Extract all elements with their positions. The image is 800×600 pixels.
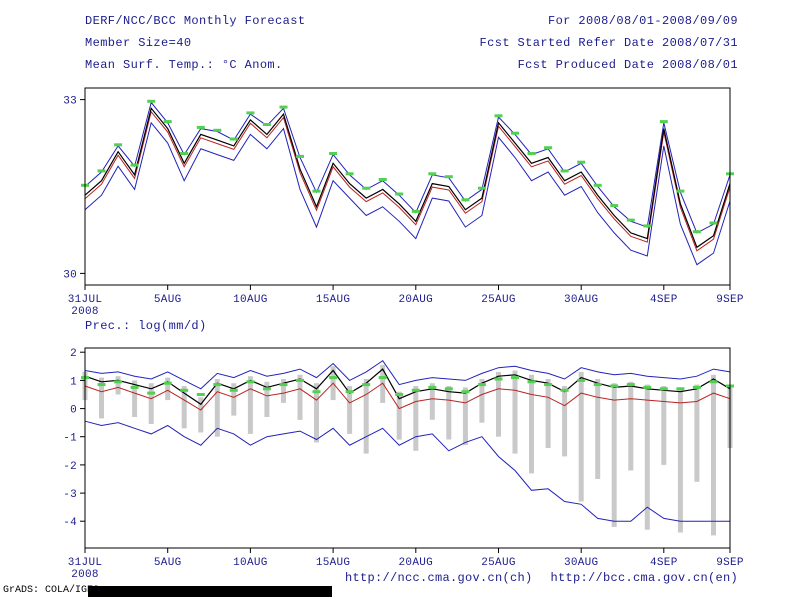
- spread-bar: [628, 381, 634, 471]
- spread-bar: [115, 376, 121, 395]
- spread-bar: [694, 384, 700, 482]
- spread-bar: [578, 371, 584, 502]
- x-tick-label: 31JUL: [68, 557, 103, 569]
- spread-bar: [231, 383, 237, 416]
- spread-bar: [99, 377, 104, 419]
- ncc-url: http://ncc.cma.gov.cn(ch): [344, 571, 533, 585]
- spread-bar: [165, 377, 171, 401]
- x-tick-label: 20AUG: [399, 294, 434, 306]
- spread-bar: [396, 391, 402, 440]
- spread-bar: [479, 379, 485, 423]
- x-tick-label: 31JUL: [68, 294, 103, 306]
- footer-black-bar: [88, 586, 332, 597]
- x-tick-label: 4SEP: [650, 294, 678, 306]
- header-left: DERF/NCC/BCC Monthly Forecast Member Siz…: [85, 10, 305, 76]
- spread-bar: [198, 397, 204, 433]
- x-tick-label: 4SEP: [650, 557, 678, 569]
- spread-bar: [611, 383, 617, 527]
- x-tick-label: 25AUG: [481, 294, 516, 306]
- x-year-label: 2008: [71, 569, 99, 581]
- spread-bar: [132, 380, 138, 417]
- y-tick-label: -4: [63, 517, 77, 529]
- temp-chart-title: Mean Surf. Temp.: °C Anom.: [85, 58, 283, 72]
- fcst-start-date-label: Fcst Started Refer Date 2008/07/31: [479, 36, 738, 50]
- spread-bar: [297, 374, 303, 420]
- plot-box: [84, 87, 731, 286]
- y-tick-label: 1: [70, 376, 77, 388]
- spread-bar: [264, 381, 270, 417]
- spread-bar: [529, 374, 534, 474]
- x-tick-label: 15AUG: [316, 557, 351, 569]
- spread-bar: [446, 386, 452, 440]
- spread-bar: [363, 379, 369, 454]
- lower-envelope-line: [84, 420, 730, 522]
- prec-chart-title: Prec.: log(mm/d): [85, 319, 207, 333]
- spread-bar: [214, 379, 220, 437]
- y-tick-label: 2: [70, 348, 77, 360]
- spread-bar: [595, 379, 601, 479]
- x-tick-label: 10AUG: [233, 294, 268, 306]
- x-tick-label: 10AUG: [233, 557, 268, 569]
- y-tick-label: 0: [70, 405, 77, 417]
- plot-box: [84, 347, 731, 549]
- x-tick-label: 30AUG: [564, 557, 599, 569]
- control-line: [84, 382, 731, 411]
- grads-credit-label: GrADS: COLA/IGES: [3, 585, 100, 596]
- mean-line: [84, 106, 731, 249]
- spread-bar: [314, 383, 319, 443]
- x-tick-label: 20AUG: [399, 557, 434, 569]
- y-tick-label: 33: [63, 96, 77, 108]
- spread-bar: [496, 371, 501, 437]
- y-tick-label: -1: [63, 433, 77, 445]
- spread-bar: [347, 386, 353, 434]
- y-tick-label: 30: [63, 269, 77, 281]
- fcst-produced-date-label: Fcst Produced Date 2008/08/01: [517, 58, 738, 72]
- x-tick-label: 15AUG: [316, 294, 351, 306]
- spread-bar: [281, 379, 286, 403]
- spread-bar: [562, 386, 568, 457]
- spread-bar: [247, 376, 253, 434]
- spread-bar: [644, 384, 650, 530]
- y-tick-label: -3: [63, 489, 77, 501]
- upper-envelope-line: [84, 101, 731, 234]
- spread-bar: [462, 387, 468, 446]
- lower-envelope-line: [84, 121, 731, 266]
- footer-urls: http://ncc.cma.gov.cn(ch) http://bcc.cma…: [345, 571, 738, 585]
- x-tick-label: 5AUG: [154, 557, 182, 569]
- spread-bar: [661, 386, 667, 465]
- x-year-label: 2008: [71, 306, 99, 318]
- x-tick-label: 9SEP: [716, 557, 744, 569]
- spread-bar: [512, 370, 518, 454]
- spread-bar: [148, 383, 154, 424]
- control-line: [84, 110, 731, 252]
- x-tick-label: 5AUG: [154, 294, 182, 306]
- mean-line: [84, 368, 731, 406]
- member-size-label: Member Size=40: [85, 36, 192, 50]
- spread-bar: [545, 379, 551, 448]
- spread-bar: [181, 386, 187, 429]
- bcc-url: http://bcc.cma.gov.cn(en): [550, 571, 738, 585]
- x-tick-label: 25AUG: [481, 557, 516, 569]
- header-right: For 2008/08/01-2008/09/09 Fcst Started R…: [480, 10, 738, 76]
- spread-bar: [413, 386, 419, 451]
- forecast-range-label: For 2008/08/01-2008/09/09: [547, 14, 738, 28]
- spread-bar: [711, 374, 716, 536]
- spread-bar: [677, 387, 683, 533]
- upper-envelope-line: [84, 360, 731, 390]
- x-tick-label: 30AUG: [564, 294, 599, 306]
- x-tick-label: 9SEP: [716, 294, 744, 306]
- y-tick-label: -2: [63, 461, 77, 473]
- spread-bar: [429, 383, 435, 420]
- plot-title: DERF/NCC/BCC Monthly Forecast: [85, 14, 306, 28]
